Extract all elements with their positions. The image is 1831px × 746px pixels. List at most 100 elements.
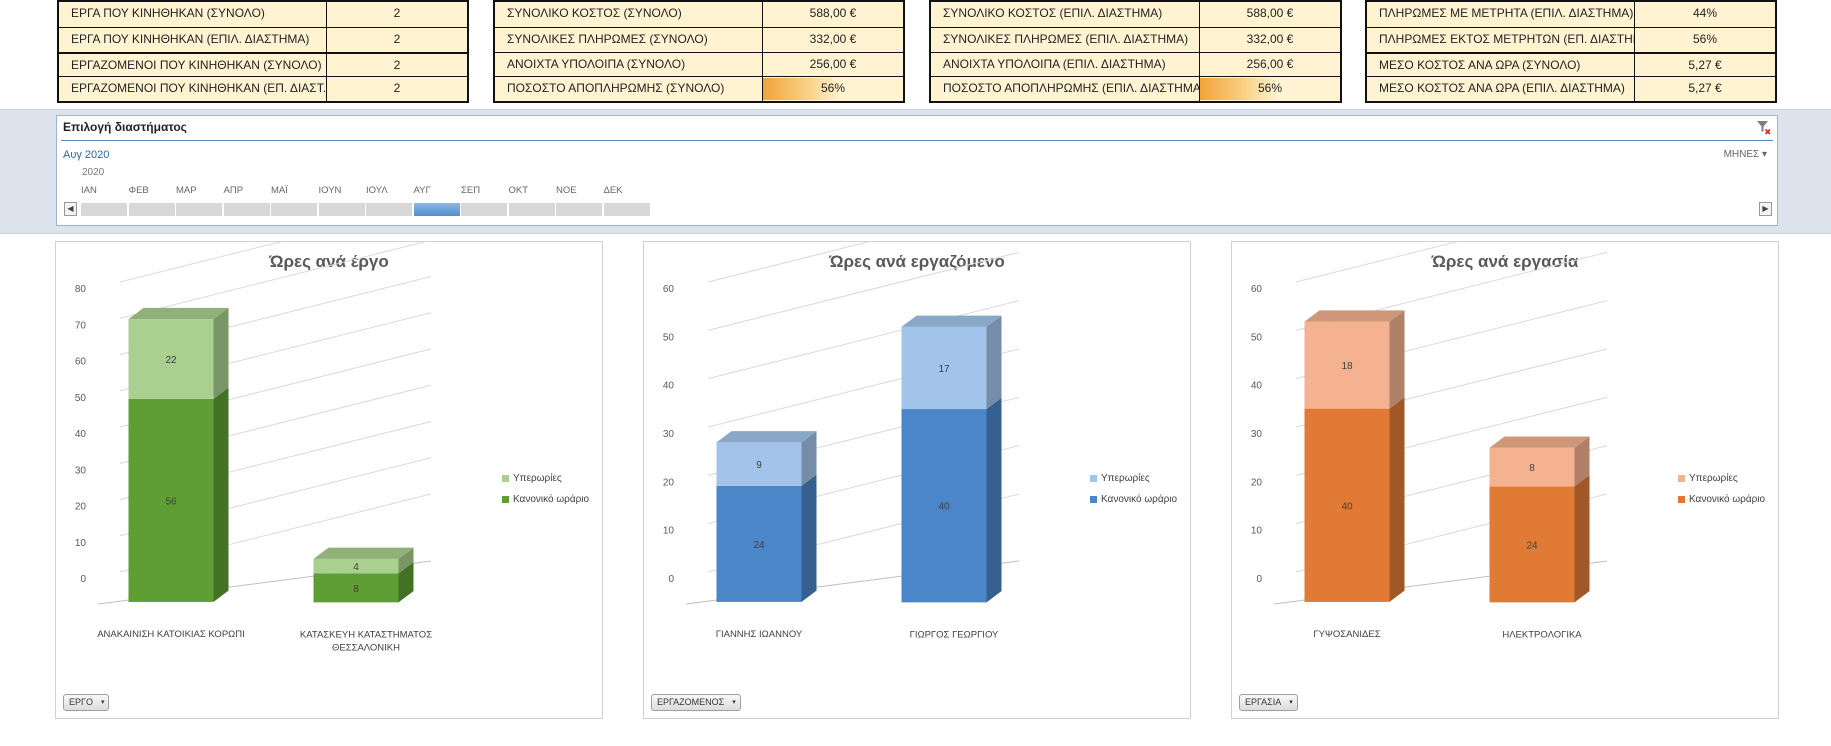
month-cell[interactable] <box>461 203 507 216</box>
month-cell[interactable] <box>223 203 270 216</box>
timeline-track[interactable] <box>81 203 653 216</box>
legend-swatch <box>502 475 509 482</box>
kpi-label: ΑΝΟΙΧΤΑ ΥΠΟΛΟΙΠΑ (ΕΠΙΛ. ΔΙΑΣΤΗΜΑ) <box>931 52 1200 77</box>
bar-segment-side <box>986 397 1002 603</box>
kpi-label: ΕΡΓΑ ΠΟΥ ΚΙΝΗΘΗΚΑΝ (ΕΠΙΛ. ΔΙΑΣΤΗΜΑ) <box>59 27 327 52</box>
chart-hours-per-employee[interactable]: Ώρες ανά εργαζόμενο 0 10 20 30 40 50 60 24 9 ΓΙΑΝ… <box>643 241 1191 719</box>
legend-swatch <box>1678 475 1685 482</box>
bar-segment-top <box>1304 310 1405 322</box>
kpi-label: ΕΡΓΑ ΠΟΥ ΚΙΝΗΘΗΚΑΝ (ΣΥΝΟΛΟ) <box>59 2 327 27</box>
clear-filter-icon[interactable] <box>1755 119 1771 135</box>
kpi-row: ΣΥΝΟΛΙΚΟ ΚΟΣΤΟΣ (ΣΥΝΟΛΟ) 588,00 € <box>495 2 903 27</box>
filter-button-task[interactable]: ΕΡΓΑΣΙΑ ▾ <box>1239 694 1298 711</box>
databar <box>1200 78 1279 100</box>
chart-hours-per-project[interactable]: Ώρες ανά έργο 0 10 20 30 40 50 60 70 80 56 22 ΑΝΑΚΑ… <box>55 241 603 719</box>
y-tick-label: 30 <box>663 429 675 440</box>
y-tick-label: 30 <box>75 465 87 476</box>
kpi-label: ΑΝΟΙΧΤΑ ΥΠΟΛΟΙΠΑ (ΣΥΝΟΛΟ) <box>495 52 763 77</box>
bar-segment-front <box>1489 447 1575 487</box>
chart-hours-per-task[interactable]: Ώρες ανά εργασία 0 10 20 30 40 50 60 40 18 ΓΥΨΟΣΑ… <box>1231 241 1779 719</box>
month-cell[interactable] <box>318 203 365 216</box>
legend-item: Υπερωρίες <box>502 468 589 489</box>
data-label: 40 <box>1341 501 1353 512</box>
gridline <box>1295 242 1458 283</box>
month-cell[interactable] <box>508 203 555 216</box>
kpi-table-period: ΣΥΝΟΛΙΚΟ ΚΟΣΤΟΣ (ΕΠΙΛ. ΔΙΑΣΤΗΜΑ) 588,00 €… <box>929 0 1342 103</box>
scroll-left-button[interactable]: ◀ <box>64 202 77 216</box>
month-cell[interactable] <box>603 203 650 216</box>
data-label: 17 <box>938 364 950 375</box>
kpi-table-projects: ΕΡΓΑ ΠΟΥ ΚΙΝΗΘΗΚΑΝ (ΣΥΝΟΛΟ) 2 ΕΡΓΑ ΠΟΥ ΚΙ… <box>57 0 469 103</box>
y-tick-label: 0 <box>1256 574 1262 585</box>
kpi-row: ΕΡΓΑ ΠΟΥ ΚΙΝΗΘΗΚΑΝ (ΣΥΝΟΛΟ) 2 <box>59 2 467 27</box>
y-tick-label: 0 <box>668 574 674 585</box>
y-tick-label: 20 <box>663 477 675 488</box>
legend-label: Υπερωρίες <box>1101 473 1150 484</box>
legend-item: Κανονικό ωράριο <box>502 489 589 510</box>
month-cell[interactable] <box>366 203 412 216</box>
bar-segment-top <box>716 431 817 443</box>
bar-segment-front <box>716 442 802 486</box>
scroll-right-button[interactable]: ▶ <box>1759 202 1772 216</box>
kpi-value: 332,00 € <box>809 31 857 46</box>
filter-button-project[interactable]: ΕΡΓΟ ▾ <box>63 694 110 711</box>
bar-segment-front <box>901 409 987 603</box>
dropdown-arrow-icon: ▾ <box>732 699 736 706</box>
filter-button-employee[interactable]: ΕΡΓΑΖΟΜΕΝΟΣ ▾ <box>651 694 741 711</box>
kpi-value: 56% <box>1692 31 1718 46</box>
kpi-row: ΣΥΝΟΛΙΚΟ ΚΟΣΤΟΣ (ΕΠΙΛ. ΔΙΑΣΤΗΜΑ) 588,00 € <box>931 2 1340 27</box>
month-cell[interactable] <box>81 203 127 216</box>
timeline-year: 2020 <box>82 167 105 178</box>
filter-button-label: ΕΡΓΟ <box>69 697 93 707</box>
kpi-row: ΕΡΓΑΖΟΜΕΝΟΙ ΠΟΥ ΚΙΝΗΘΗΚΑΝ (ΕΠ. ΔΙΑΣΤ.) 2 <box>59 76 467 101</box>
x-category-label: ΓΙΑΝΝΗΣ ΙΩΑΝΝΟΥ <box>716 629 803 640</box>
kpi-value: 256,00 € <box>1246 56 1294 71</box>
bar-segment-front <box>1304 321 1390 409</box>
kpi-value: 5,27 € <box>1688 81 1722 96</box>
x-category-label: ΗΛΕΚΤΡΟΛΟΓΙΚΑ <box>1502 629 1582 640</box>
bar-segment-top <box>1489 436 1590 448</box>
month-label: ΜΑΪ <box>271 185 288 196</box>
data-label: 56 <box>165 496 177 507</box>
kpi-row: ΜΕΣΟ ΚΟΣΤΟΣ ΑΝΑ ΩΡΑ (ΣΥΝΟΛΟ) 5,27 € <box>1367 51 1775 77</box>
month-cell[interactable] <box>413 203 460 216</box>
kpi-row: ΠΟΣΟΣΤΟ ΑΠΟΠΛΗΡΩΜΗΣ (ΕΠΙΛ. ΔΙΑΣΤΗΜΑ) 56% <box>931 76 1340 101</box>
timeline-band: Επιλογή διαστήματος Αυγ 2020 ΜΗΝΕΣ ▾ 202… <box>0 109 1831 234</box>
month-cell[interactable] <box>128 203 175 216</box>
y-tick-label: 50 <box>75 393 87 404</box>
bar-segment-side <box>398 547 414 574</box>
bar-segment-side <box>801 474 817 602</box>
legend-swatch <box>1090 496 1097 503</box>
y-tick-label: 20 <box>1251 477 1263 488</box>
y-tick-label: 50 <box>1251 332 1263 343</box>
kpi-value: 56% <box>763 77 903 101</box>
kpi-value: 332,00 € <box>1246 31 1294 46</box>
dropdown-arrow-icon: ▾ <box>1289 699 1293 706</box>
month-label: ΑΠΡ <box>223 185 244 196</box>
chart-plot: 0 10 20 30 40 50 60 70 80 56 22 ΑΝΑΚΑΙΝΙΣΗ ΚΑΤΟΙΚΙΑ… <box>75 242 432 653</box>
data-label: 40 <box>938 502 950 513</box>
y-tick-label: 60 <box>1251 284 1263 295</box>
y-tick-label: 40 <box>1251 381 1263 392</box>
y-tick-label: 10 <box>1251 526 1263 537</box>
x-category-label: ΑΝΑΚΑΙΝΙΣΗ ΚΑΤΟΙΚΙΑΣ ΚΟΡΩΠΙ <box>97 629 245 640</box>
bar-segment-top <box>313 547 414 559</box>
kpi-label: ΣΥΝΟΛΙΚΕΣ ΠΛΗΡΩΜΕΣ (ΣΥΝΟΛΟ) <box>495 27 763 52</box>
time-level-dropdown[interactable]: ΜΗΝΕΣ ▾ <box>1724 149 1767 160</box>
data-label: 4 <box>353 562 359 573</box>
kpi-row: ΠΛΗΡΩΜΕΣ ΕΚΤΟΣ ΜΕΤΡΗΤΩΝ (ΕΠ. ΔΙΑΣΤΗΜΑ) 56… <box>1367 26 1775 52</box>
month-cell[interactable] <box>176 203 222 216</box>
kpi-label: ΣΥΝΟΛΙΚΟ ΚΟΣΤΟΣ (ΣΥΝΟΛΟ) <box>495 2 763 27</box>
bar-segment-side <box>213 387 229 602</box>
bar-segment-front <box>716 485 802 602</box>
x-category-label: ΓΥΨΟΣΑΝΙΔΕΣ <box>1313 629 1380 640</box>
kpi-row: ΣΥΝΟΛΙΚΕΣ ΠΛΗΡΩΜΕΣ (ΕΠΙΛ. ΔΙΑΣΤΗΜΑ) 332,0… <box>931 26 1340 52</box>
y-tick-label: 70 <box>75 320 87 331</box>
month-label: ΦΕΒ <box>128 185 149 196</box>
timeline-slicer[interactable]: Επιλογή διαστήματος Αυγ 2020 ΜΗΝΕΣ ▾ 202… <box>56 115 1778 226</box>
kpi-row: ΠΟΣΟΣΤΟ ΑΠΟΠΛΗΡΩΜΗΣ (ΣΥΝΟΛΟ) 56% <box>495 76 903 101</box>
month-cell[interactable] <box>556 203 602 216</box>
month-cell[interactable] <box>271 203 317 216</box>
month-label: ΔΕΚ <box>603 185 623 196</box>
legend-label: Κανονικό ωράριο <box>1101 494 1178 505</box>
